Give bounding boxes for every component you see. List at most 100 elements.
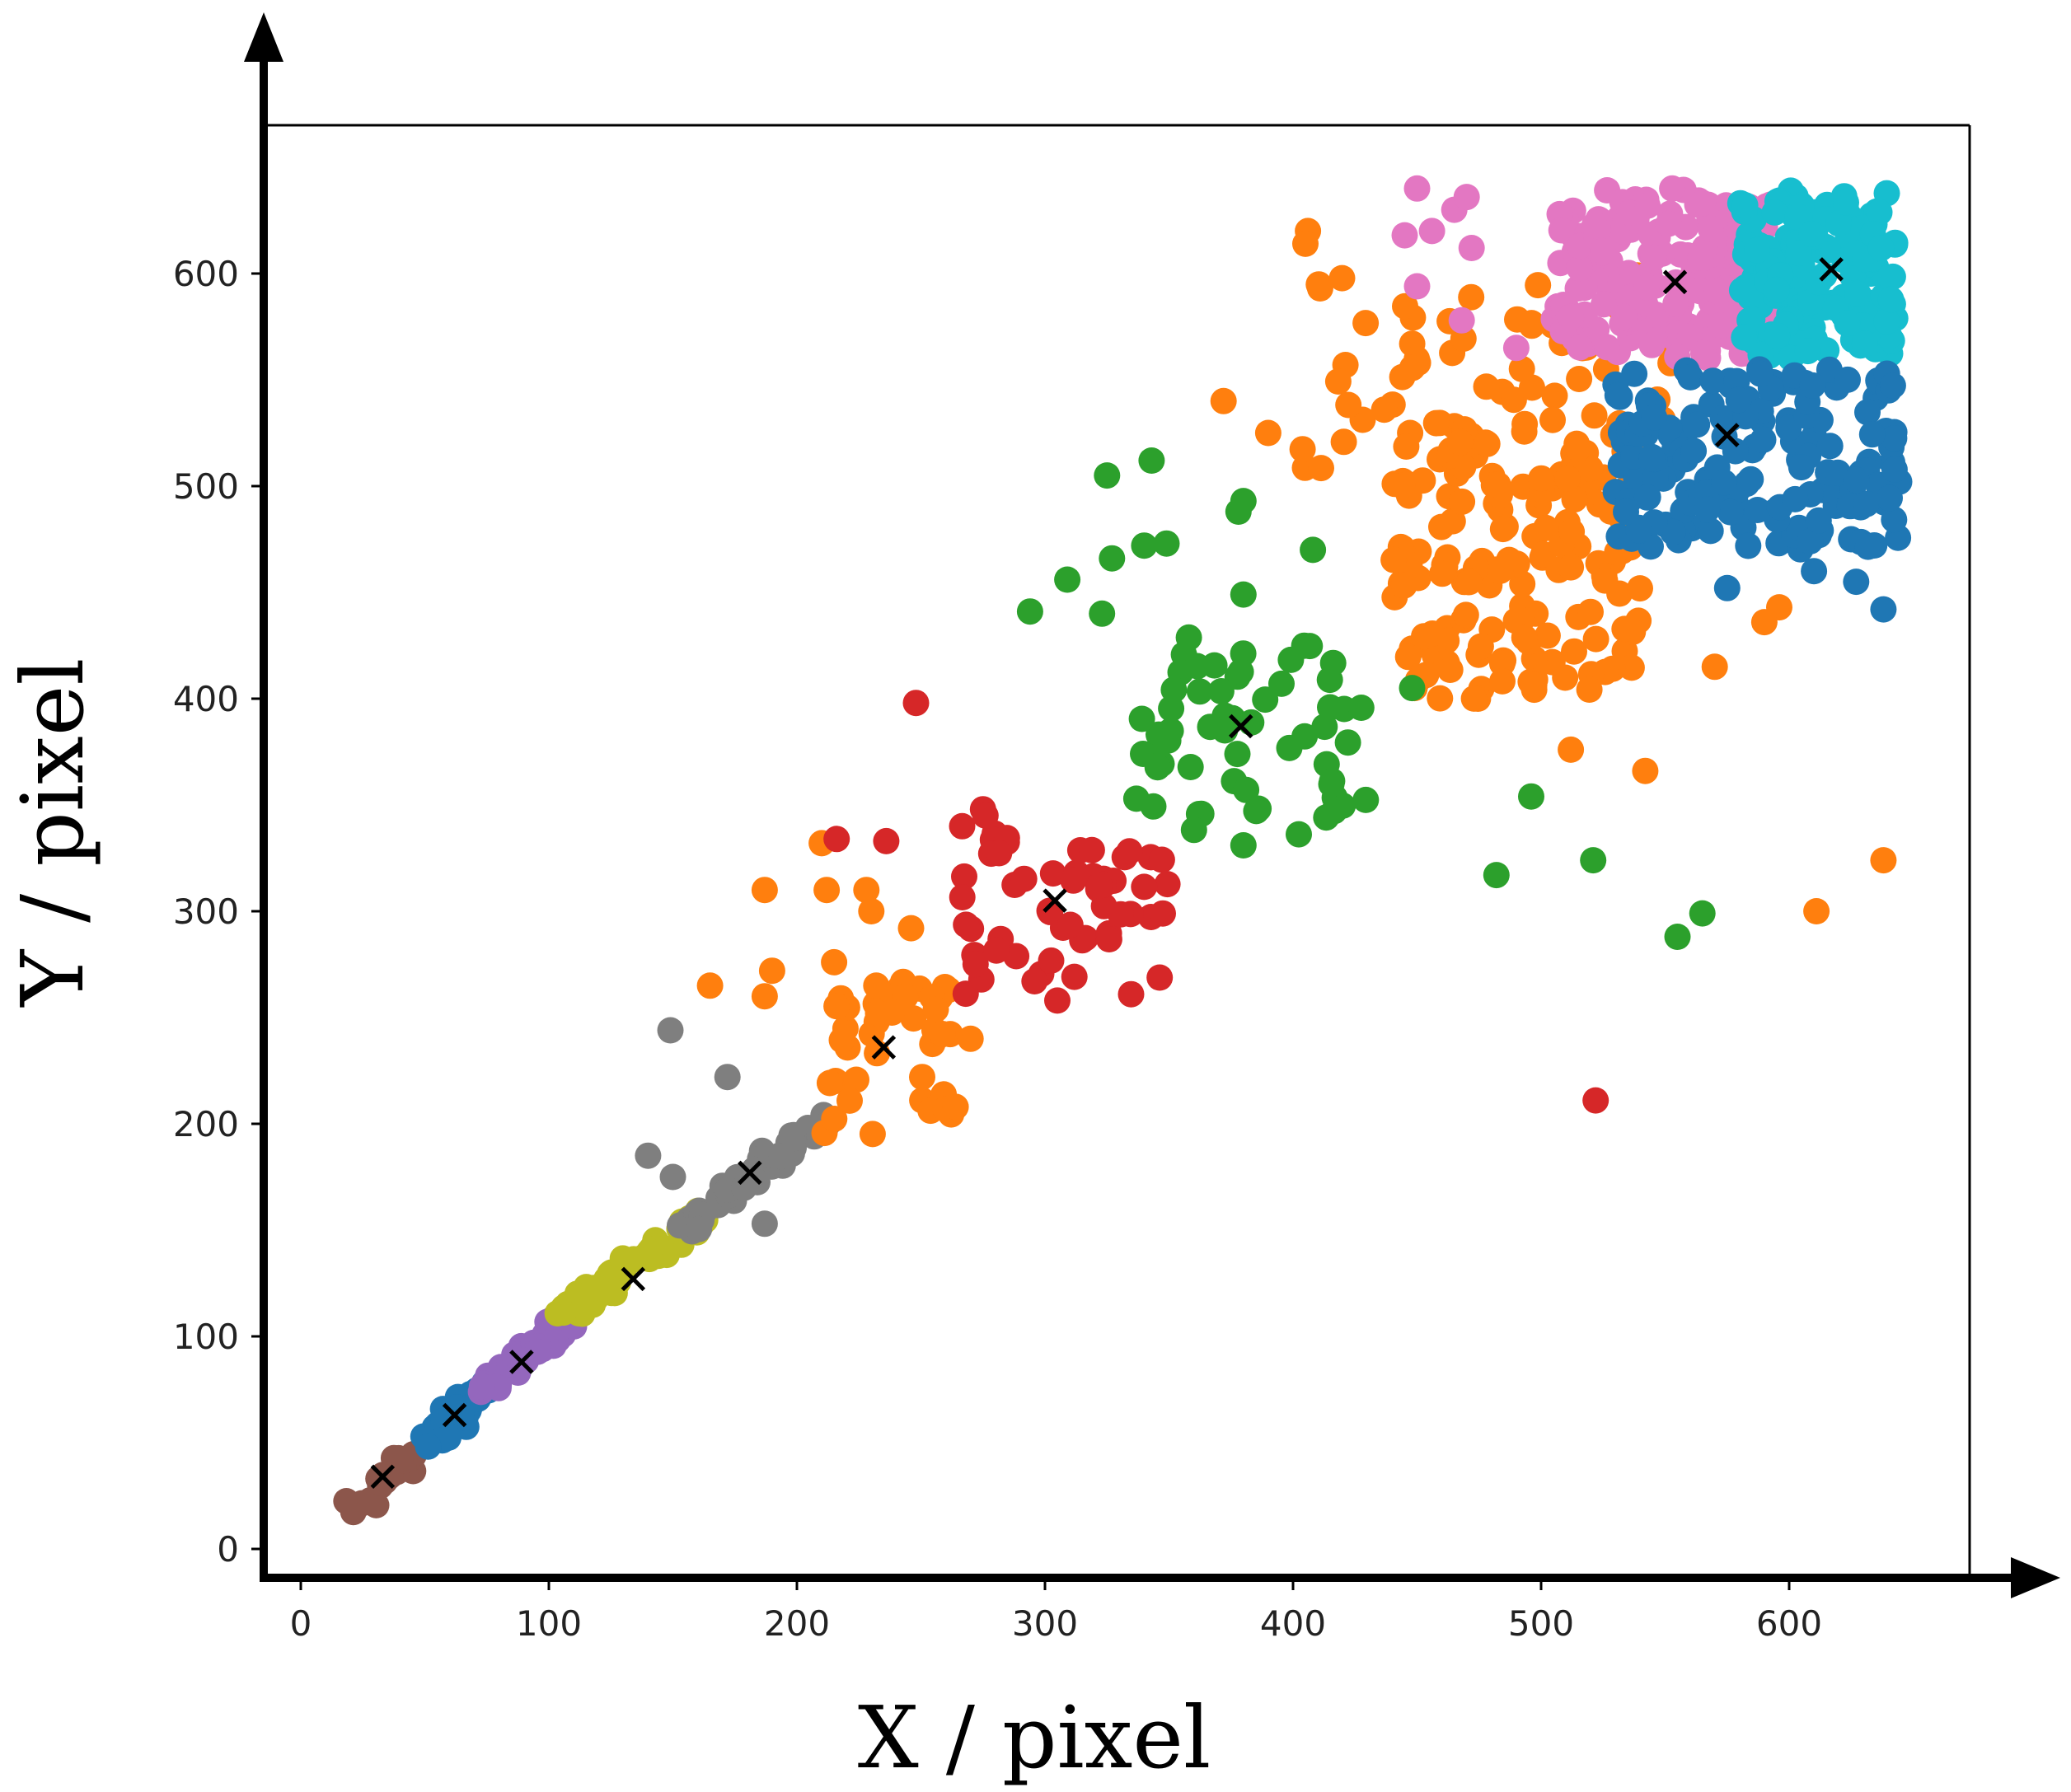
data-point (1128, 705, 1155, 732)
data-point (1347, 695, 1375, 721)
data-point (1664, 924, 1691, 950)
x-axis-arrow (2011, 1557, 2060, 1598)
data-point (1713, 574, 1741, 601)
data-point (1877, 264, 1904, 291)
data-point (1210, 387, 1237, 414)
data-point (983, 937, 1010, 964)
data-point (1761, 199, 1788, 226)
data-point (972, 802, 999, 829)
data-point (1699, 367, 1727, 395)
data-point (1390, 572, 1417, 599)
data-point (853, 877, 880, 904)
data-point (1177, 754, 1204, 780)
series-9 (1727, 177, 1909, 372)
data-point (1131, 873, 1158, 901)
data-point (1224, 741, 1251, 768)
data-point (1641, 404, 1668, 431)
data-point (1320, 798, 1347, 825)
data-point (1794, 338, 1821, 365)
data-point (1701, 653, 1728, 681)
data-point (823, 826, 850, 853)
data-point (1060, 867, 1087, 894)
data-point (758, 957, 785, 985)
data-point (986, 840, 1013, 867)
data-point (751, 877, 778, 904)
plot-frame (268, 124, 1971, 1574)
data-point (1711, 469, 1737, 496)
data-point (1577, 598, 1604, 625)
series-7 (1016, 447, 1716, 950)
centroid-marker-7 (1229, 714, 1253, 739)
data-point (1747, 360, 1774, 387)
data-point (1207, 678, 1235, 704)
data-point (1566, 334, 1593, 361)
data-point (1148, 846, 1175, 873)
data-point (1785, 240, 1812, 267)
data-point (1655, 210, 1682, 237)
data-point (897, 915, 925, 942)
data-point (1448, 306, 1475, 334)
data-point (1799, 372, 1826, 399)
y-tick-label: 0 (217, 1529, 239, 1570)
data-point (1324, 368, 1352, 395)
data-point (1881, 425, 1908, 452)
data-point (1627, 575, 1653, 602)
data-point (1429, 560, 1455, 587)
data-point (1330, 428, 1357, 456)
data-point (859, 1121, 886, 1148)
data-point (1731, 192, 1759, 219)
x-tick-label: 400 (1260, 1603, 1326, 1644)
data-point (1131, 532, 1158, 559)
data-point (1318, 770, 1345, 798)
data-point (1764, 322, 1791, 349)
data-point (1153, 530, 1180, 557)
y-tick-label: 200 (173, 1104, 239, 1144)
data-point (1744, 497, 1771, 523)
data-point (415, 1433, 442, 1460)
data-point (1634, 192, 1661, 219)
data-point (953, 911, 980, 938)
data-point (1328, 264, 1356, 292)
x-tick-label: 300 (1012, 1603, 1078, 1644)
data-point (1640, 244, 1667, 271)
data-point (1380, 546, 1408, 573)
data-point (1737, 466, 1764, 493)
data-point (1541, 382, 1568, 409)
data-point (1502, 335, 1530, 362)
data-point (1750, 426, 1777, 453)
data-point (1618, 654, 1645, 681)
data-point (1613, 498, 1639, 526)
data-point (951, 863, 977, 890)
series-2 (467, 1305, 590, 1406)
data-point (1334, 729, 1361, 756)
data-point (1703, 278, 1731, 305)
data-point (1016, 598, 1043, 625)
data-point (1078, 836, 1105, 863)
data-point (1805, 507, 1832, 534)
data-point (1117, 980, 1145, 1008)
data-point (1782, 485, 1809, 512)
data-point (1677, 363, 1704, 391)
data-point (1394, 643, 1422, 671)
data-point (1843, 568, 1870, 596)
y-tick-label: 500 (173, 466, 239, 507)
data-point (550, 1299, 577, 1326)
data-point (1389, 472, 1416, 499)
data-point (1089, 600, 1116, 627)
data-point (1391, 222, 1418, 249)
data-point (1851, 330, 1878, 358)
data-point (1566, 366, 1593, 392)
data-point (1352, 786, 1380, 813)
data-point (1534, 622, 1561, 649)
data-point (1873, 308, 1900, 335)
data-point (1881, 506, 1908, 533)
data-point (873, 827, 900, 854)
y-tick-label: 300 (173, 891, 239, 932)
data-point (768, 1143, 795, 1170)
data-point (1292, 230, 1319, 257)
data-point (1308, 455, 1334, 482)
data-point (1233, 776, 1260, 803)
data-point (1458, 283, 1485, 311)
series-8 (1391, 175, 1788, 372)
data-point (1854, 399, 1881, 426)
